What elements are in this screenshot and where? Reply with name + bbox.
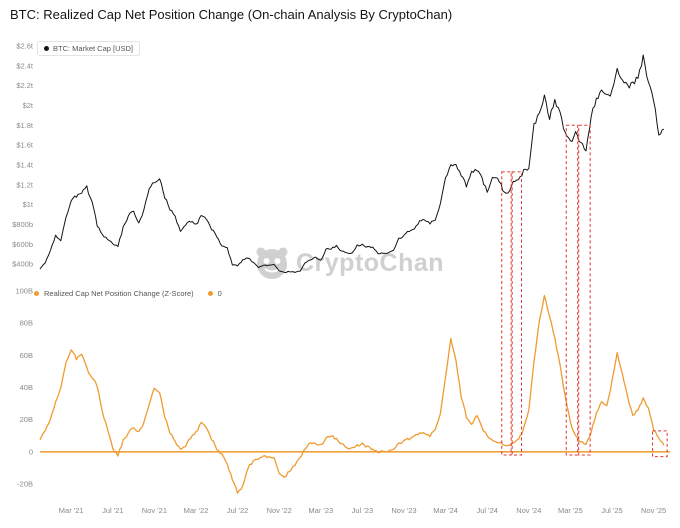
- market-cap-series-marker: [44, 46, 49, 51]
- highlight-box: [578, 124, 591, 456]
- market-cap-line: [39, 54, 665, 274]
- market-cap-series-label: BTC: Market Cap [USD]: [53, 44, 134, 53]
- xtick: Nov '25: [641, 506, 666, 515]
- zero-line-marker: [207, 291, 213, 296]
- xtick: Mar '21: [59, 506, 84, 515]
- xtick: Nov '23: [391, 506, 416, 515]
- ytick-top: $400b: [12, 260, 33, 269]
- legend-net-position: Realized Cap Net Position Change (Z-Scor…: [34, 289, 222, 298]
- watermark-text: CryptoChan: [296, 248, 445, 277]
- ytick-top: $1.4t: [16, 160, 34, 169]
- ytick-top: $2.4t: [16, 61, 34, 70]
- ytick-bottom: -20B: [17, 479, 33, 488]
- ytick-top: $600b: [12, 240, 33, 249]
- xtick: Jul '24: [476, 506, 497, 515]
- xtick: Nov '24: [516, 506, 541, 515]
- xtick: Jul '21: [102, 506, 123, 515]
- net-position-series-marker: [34, 291, 39, 296]
- xtick: Jul '25: [601, 506, 622, 515]
- ytick-top: $1.8t: [16, 121, 34, 130]
- highlight-box: [652, 430, 668, 458]
- xtick: Mar '25: [558, 506, 583, 515]
- ytick-top: $2.2t: [16, 81, 34, 90]
- zero-line-label: 0: [217, 289, 222, 298]
- highlight-box: [501, 171, 512, 456]
- ytick-bottom: 40B: [20, 383, 33, 392]
- xtick: Mar '24: [433, 506, 458, 515]
- chart-title: BTC: Realized Cap Net Position Change (O…: [10, 7, 453, 22]
- xtick: Mar '23: [308, 506, 333, 515]
- cryptochan-logo-icon: [256, 247, 288, 279]
- xtick: Nov '21: [142, 506, 167, 515]
- net-position-line: [39, 294, 665, 494]
- ytick-top: $1t: [23, 200, 34, 209]
- ytick-bottom: 80B: [20, 319, 33, 328]
- ytick-bottom: 60B: [20, 351, 33, 360]
- ytick-top: $2.6t: [16, 41, 34, 50]
- xtick: Nov '22: [267, 506, 292, 515]
- ytick-top: $800b: [12, 220, 33, 229]
- net-position-series-label: Realized Cap Net Position Change (Z-Scor…: [44, 289, 194, 298]
- xtick: Jul '22: [227, 506, 248, 515]
- xtick: Mar '22: [184, 506, 209, 515]
- legend-market-cap: BTC: Market Cap [USD]: [37, 41, 141, 56]
- xtick: Jul '23: [352, 506, 373, 515]
- cryptochan-watermark: CryptoChan: [255, 246, 444, 280]
- ytick-bottom: 0: [29, 447, 33, 456]
- ytick-bottom: 100B: [15, 287, 33, 296]
- ytick-top: $1.6t: [16, 141, 34, 150]
- ytick-bottom: 20B: [20, 415, 33, 424]
- ytick-top: $1.2t: [16, 180, 34, 189]
- highlight-box: [511, 171, 523, 456]
- ytick-top: $2t: [23, 101, 34, 110]
- highlight-box: [565, 124, 579, 456]
